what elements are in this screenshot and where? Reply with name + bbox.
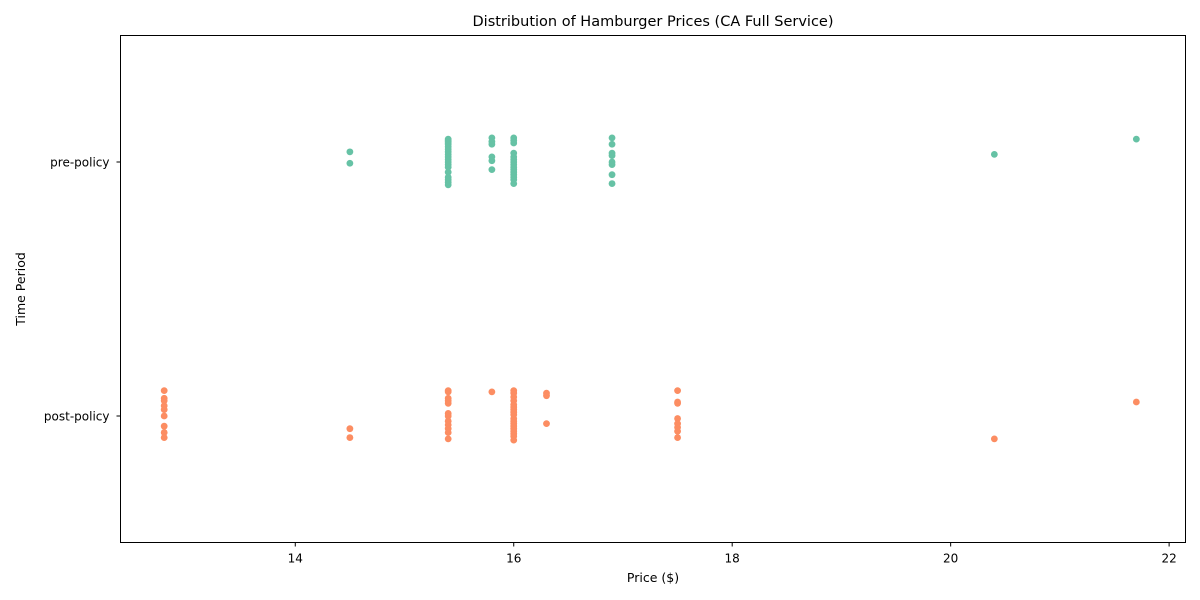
data-point-pre-policy-51: [1132, 135, 1140, 143]
data-point-post-policy-48: [674, 415, 681, 422]
data-point-post-policy-10: [346, 434, 354, 441]
data-point-post-policy-43: [543, 392, 550, 400]
data-point-pre-policy-48: [608, 171, 616, 179]
chart-title: Distribution of Hamburger Prices (CA Ful…: [473, 14, 834, 30]
points-layer: [160, 134, 1140, 444]
data-point-post-policy-47: [674, 399, 681, 407]
y-axis-label: Time Period: [13, 252, 28, 327]
x-tick-label-22: 22: [1161, 552, 1176, 566]
data-point-post-policy-15: [444, 399, 452, 407]
data-point-pre-policy-29: [510, 139, 518, 147]
x-axis: 14 16 18 20 22: [288, 542, 1177, 566]
y-tick-label-pre-policy: pre-policy: [50, 156, 109, 170]
x-tick-label-20: 20: [943, 552, 958, 566]
data-point-post-policy-23: [488, 388, 496, 396]
data-point-pre-policy-45: [608, 152, 616, 160]
data-point-pre-policy-43: [608, 140, 616, 148]
y-tick-label-post-policy: post-policy: [44, 410, 110, 424]
data-point-post-policy-21: [444, 429, 452, 436]
data-point-post-policy-0: [160, 387, 168, 394]
x-tick-label-18: 18: [725, 552, 740, 566]
data-point-post-policy-22: [444, 435, 452, 443]
data-point-pre-policy-47: [608, 161, 616, 168]
x-tick-label-14: 14: [288, 552, 303, 566]
data-point-pre-policy-1: [346, 159, 354, 167]
data-point-pre-policy-25: [488, 157, 496, 165]
data-point-post-policy-9: [346, 425, 354, 433]
data-point-post-policy-52: [674, 434, 681, 441]
data-point-post-policy-44: [543, 420, 550, 428]
data-point-pre-policy-16: [444, 168, 452, 176]
data-point-post-policy-4: [160, 406, 168, 414]
y-axis: pre-policy post-policy: [44, 156, 121, 424]
x-tick-label-16: 16: [506, 552, 521, 566]
data-point-post-policy-17: [444, 412, 452, 420]
data-point-pre-policy-50: [990, 150, 998, 158]
data-point-post-policy-45: [674, 387, 681, 394]
data-point-pre-policy-0: [346, 148, 354, 156]
data-point-post-policy-2: [160, 397, 168, 405]
data-point-pre-policy-20: [444, 181, 452, 189]
data-point-pre-policy-41: [510, 180, 518, 187]
data-point-post-policy-5: [160, 412, 168, 420]
data-point-post-policy-53: [990, 435, 998, 443]
data-point-post-policy-51: [674, 427, 681, 435]
data-point-post-policy-12: [444, 388, 452, 396]
x-axis-label: Price ($): [627, 570, 679, 585]
data-point-pre-policy-23: [488, 140, 496, 148]
data-point-post-policy-7: [160, 429, 168, 436]
plot-frame: [120, 35, 1186, 543]
data-point-post-policy-8: [160, 434, 168, 441]
data-point-post-policy-6: [160, 422, 168, 430]
data-point-post-policy-54: [1132, 398, 1140, 406]
data-point-pre-policy-49: [608, 180, 616, 187]
data-point-pre-policy-15: [444, 163, 452, 171]
data-point-post-policy-41: [510, 436, 518, 444]
data-point-pre-policy-42: [608, 134, 616, 142]
data-point-pre-policy-26: [488, 166, 496, 174]
